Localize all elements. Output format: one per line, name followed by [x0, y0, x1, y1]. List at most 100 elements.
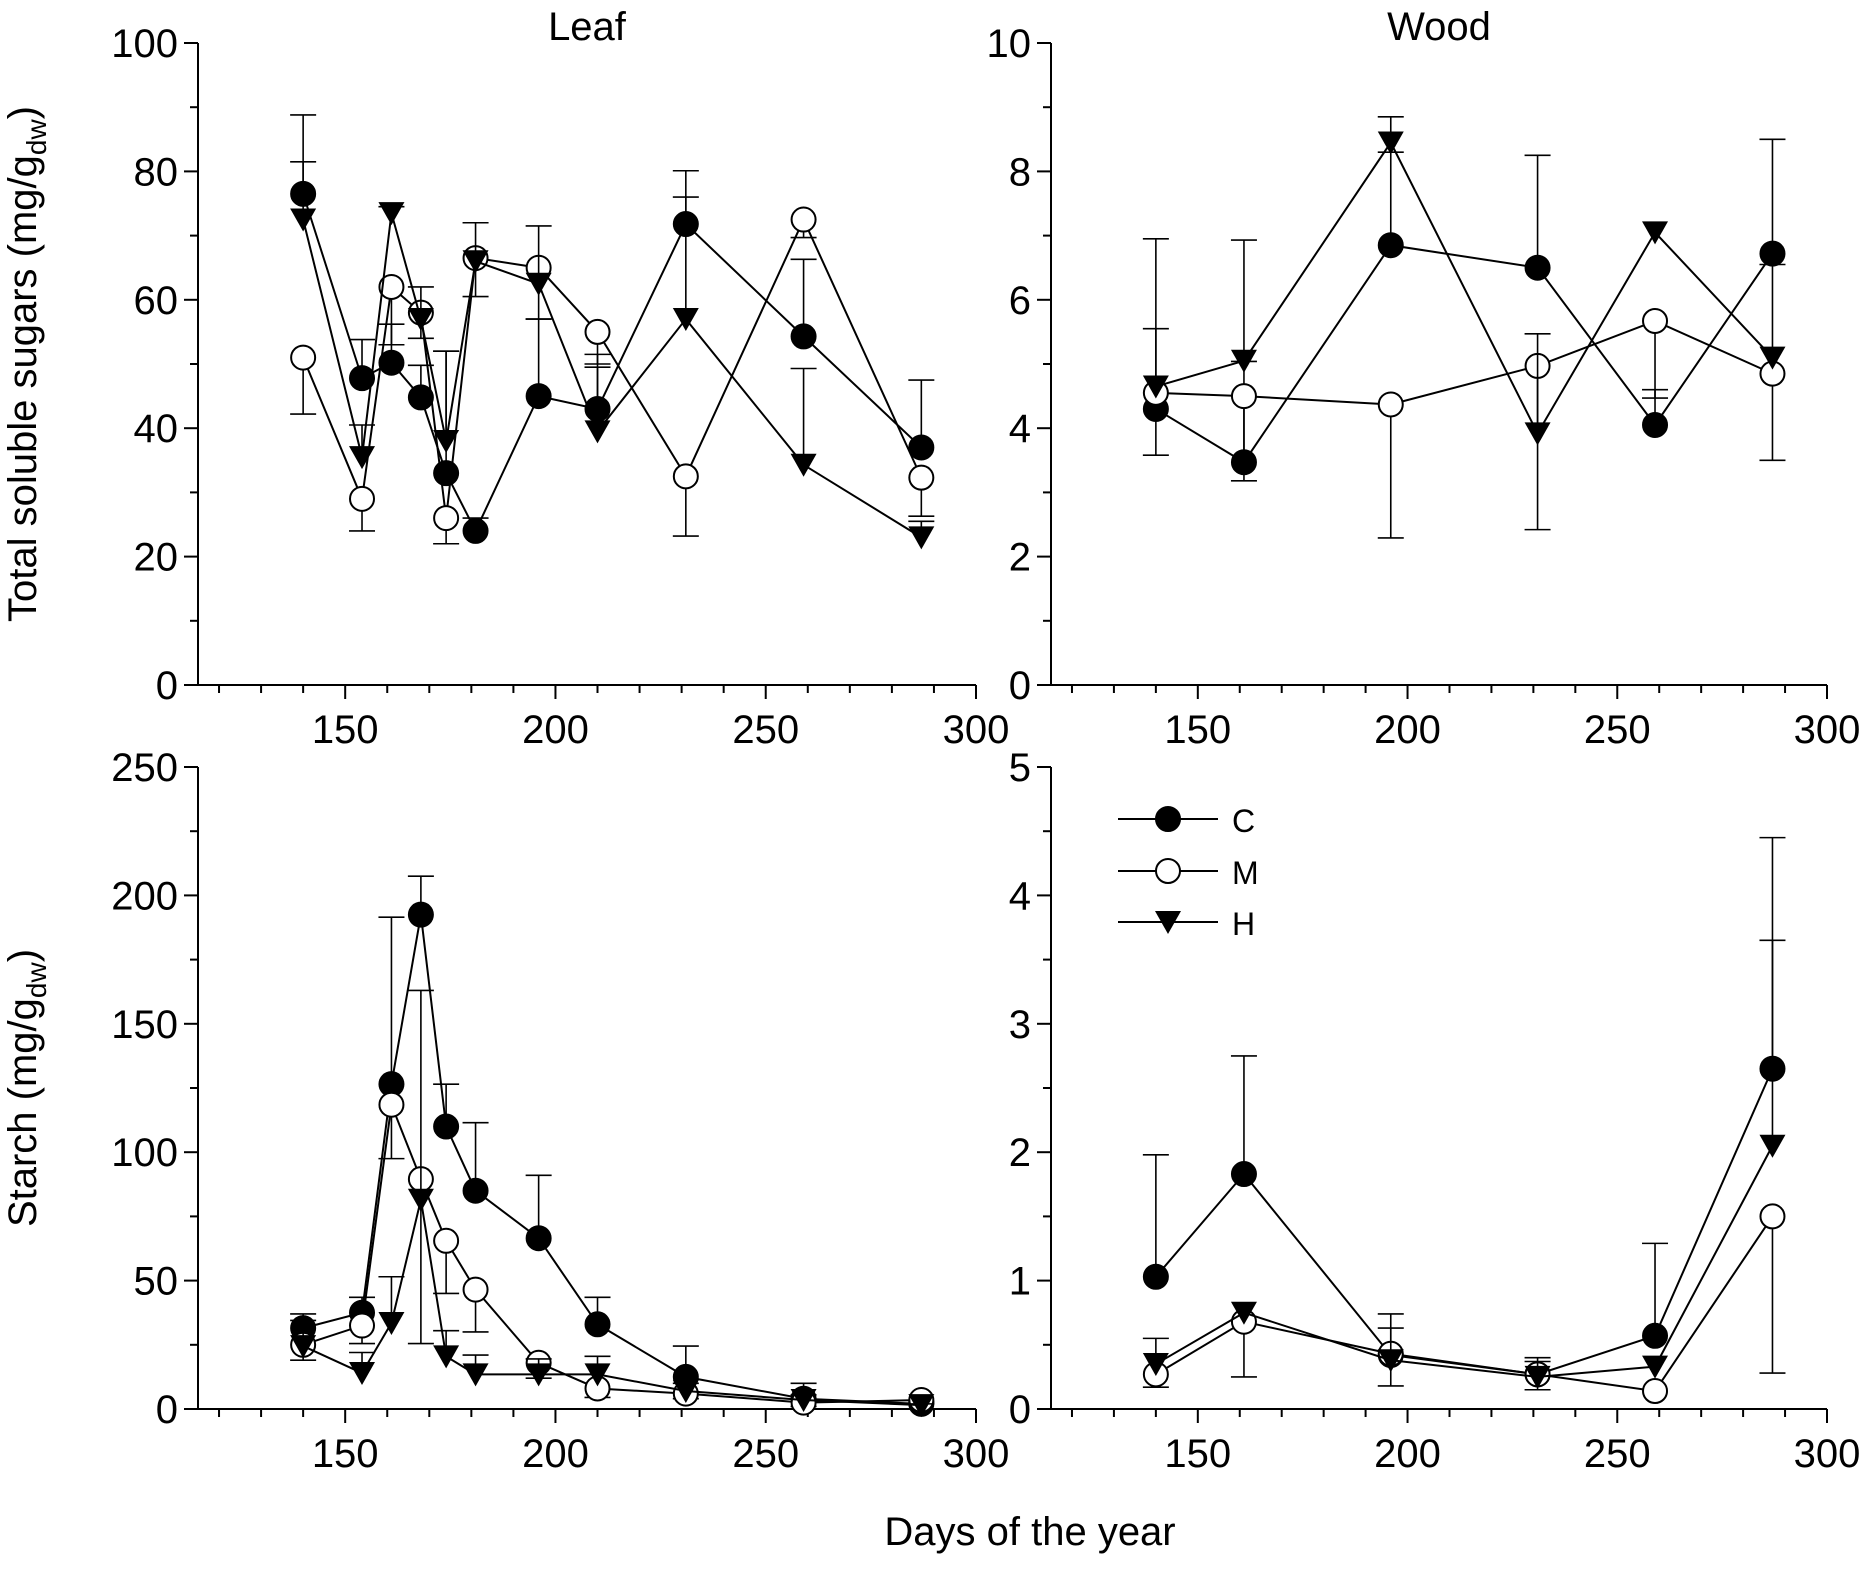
series-line-h	[1155, 1145, 1774, 1378]
y-tick-label: 4	[1009, 407, 1031, 451]
y-tick-label: 4	[1009, 874, 1031, 918]
data-point-h	[908, 1394, 935, 1418]
data-point-c	[1642, 1322, 1669, 1349]
y-tick-label: 6	[1009, 279, 1031, 323]
data-point-h	[584, 1363, 611, 1387]
data-point-h	[290, 208, 317, 232]
data-point-m	[349, 485, 376, 512]
data-point-c	[1230, 1161, 1257, 1188]
y-tick-label: 0	[1009, 1388, 1031, 1432]
data-point-h	[1642, 1355, 1669, 1379]
y-tick-label: 2	[1009, 1131, 1031, 1175]
x-tick-label: 300	[943, 708, 1010, 752]
x-tick-label: 300	[943, 1432, 1010, 1476]
x-tick-label: 150	[312, 1432, 379, 1476]
data-point-m	[1230, 383, 1257, 410]
legend-label-m: M	[1232, 855, 1259, 891]
data-point-m	[908, 464, 935, 491]
data-point-h	[462, 250, 489, 274]
data-point-h	[349, 446, 376, 470]
y-tick-label: 200	[111, 874, 178, 918]
panel-wood-starch: 0 1 2 3 4 5 150 200 250 300	[1009, 746, 1861, 1476]
data-point-m	[1759, 1203, 1786, 1230]
data-point-h	[525, 272, 552, 296]
y-axis-title-close: )	[1, 106, 45, 119]
y-axis-title-main: Starch (mg/g	[1, 998, 45, 1227]
data-point-c	[433, 460, 460, 487]
data-point-m	[1377, 391, 1404, 418]
x-tick-label: 200	[1374, 708, 1441, 752]
series-line-c	[1155, 244, 1774, 464]
data-point-h	[1524, 1365, 1551, 1389]
y-axis-title: Starch (mg/gdw)	[1, 949, 52, 1227]
data-point-c	[462, 517, 489, 544]
legend: C M H	[1118, 803, 1259, 942]
data-point-h	[672, 308, 699, 332]
data-point-h	[349, 1362, 376, 1386]
series-line-m	[302, 1100, 922, 1404]
data-point-h	[1142, 375, 1169, 399]
x-tick-label: 150	[1164, 1432, 1231, 1476]
data-point-h	[1377, 1349, 1404, 1373]
data-point-c	[584, 1311, 611, 1338]
y-tick-label: 40	[134, 407, 179, 451]
data-point-h	[290, 1335, 317, 1359]
data-point-m	[462, 1276, 489, 1303]
y-tick-label: 5	[1009, 746, 1031, 790]
data-point-m	[1642, 307, 1669, 334]
data-point-h	[1759, 346, 1786, 370]
data-point-c	[462, 1177, 489, 1204]
legend-label-h: H	[1232, 906, 1255, 942]
data-point-m	[433, 505, 460, 532]
x-axis-title: Days of the year	[884, 1510, 1175, 1554]
data-point-m	[290, 344, 317, 371]
series-c	[290, 114, 935, 544]
x-tick-label: 150	[1164, 708, 1231, 752]
y-axis-title-subscript: dw	[21, 119, 52, 156]
panel-wood-sugars: 0 2 4 6 8 10 150 200 250 300 Wood	[987, 5, 1861, 752]
legend-marker-h	[1155, 911, 1181, 934]
data-point-h	[433, 1345, 460, 1369]
data-point-m	[378, 273, 405, 300]
y-tick-label: 0	[156, 1388, 178, 1432]
data-point-h	[584, 420, 611, 444]
y-tick-label: 60	[134, 279, 179, 323]
x-tick-label: 200	[1374, 1432, 1441, 1476]
data-point-h	[790, 453, 817, 477]
data-point-m	[349, 1312, 376, 1339]
data-point-h	[525, 1363, 552, 1387]
y-tick-label: 0	[156, 664, 178, 708]
data-point-c	[1142, 1263, 1169, 1290]
data-point-h	[433, 430, 460, 454]
data-point-c	[1377, 232, 1404, 259]
data-point-c	[1642, 411, 1669, 438]
y-tick-label: 8	[1009, 150, 1031, 194]
series-m	[1142, 307, 1786, 539]
data-point-c	[433, 1113, 460, 1140]
series-line-m	[1155, 1215, 1774, 1393]
series-h	[290, 989, 935, 1418]
x-tick-label: 200	[522, 1432, 589, 1476]
data-point-m	[672, 463, 699, 490]
data-point-h	[407, 1188, 434, 1212]
data-point-h	[790, 1389, 817, 1413]
x-tick-label: 250	[732, 708, 799, 752]
data-point-c	[525, 383, 552, 410]
y-axis-title-main: Total soluble sugars (mg/g	[1, 155, 45, 622]
data-point-m	[1642, 1378, 1669, 1405]
legend-marker-c	[1155, 806, 1181, 832]
x-tick-label: 200	[522, 708, 589, 752]
y-tick-label: 0	[1009, 664, 1031, 708]
data-point-h	[378, 202, 405, 226]
y-tick-label: 20	[134, 536, 179, 580]
y-tick-label: 250	[111, 746, 178, 790]
data-point-h	[1142, 1353, 1169, 1377]
data-point-h	[1230, 349, 1257, 373]
data-point-c	[790, 323, 817, 350]
data-point-h	[407, 308, 434, 332]
data-point-h	[378, 1311, 405, 1335]
data-point-c	[349, 365, 376, 392]
y-tick-label: 50	[134, 1260, 179, 1304]
series-line-h	[302, 212, 922, 539]
panel-leaf-sugars: 0 20 40 60 80 100 150 200 250 300 Leaf Total solubl…	[1, 5, 1009, 752]
